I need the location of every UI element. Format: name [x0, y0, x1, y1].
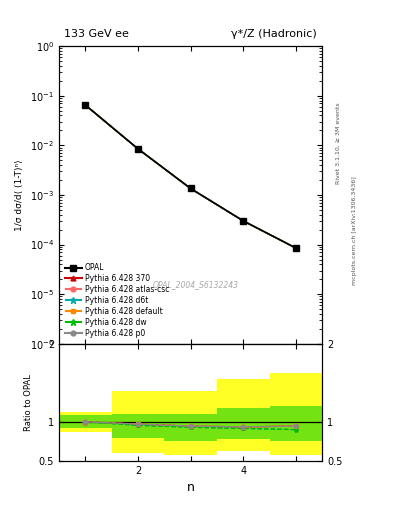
Pythia 6.428 dw [136, 146, 140, 152]
Pythia 6.428 p0 [83, 102, 88, 108]
Pythia 6.428 default [188, 185, 193, 191]
Pythia 6.428 d6t [188, 185, 193, 191]
Line: Pythia 6.428 d6t: Pythia 6.428 d6t [83, 102, 298, 250]
Pythia 6.428 dw [188, 185, 193, 191]
Pythia 6.428 370 [136, 146, 140, 152]
Pythia 6.428 p0 [136, 146, 140, 152]
Pythia 6.428 d6t [83, 102, 88, 108]
X-axis label: n: n [187, 481, 195, 494]
Pythia 6.428 p0 [188, 185, 193, 191]
Pythia 6.428 atlas-csc [136, 146, 140, 152]
Pythia 6.428 d6t [136, 146, 140, 152]
Pythia 6.428 atlas-csc [188, 185, 193, 191]
Text: OPAL_2004_S6132243: OPAL_2004_S6132243 [153, 280, 239, 289]
Line: Pythia 6.428 atlas-csc: Pythia 6.428 atlas-csc [83, 102, 298, 250]
Pythia 6.428 atlas-csc [294, 245, 298, 251]
Line: Pythia 6.428 dw: Pythia 6.428 dw [83, 102, 298, 250]
OPAL [241, 218, 246, 224]
Pythia 6.428 default [83, 102, 88, 108]
Text: mcplots.cern.ch [arXiv:1306.3436]: mcplots.cern.ch [arXiv:1306.3436] [352, 176, 357, 285]
OPAL [83, 102, 88, 108]
Text: Rivet 3.1.10, ≥ 3M events: Rivet 3.1.10, ≥ 3M events [336, 102, 341, 184]
Pythia 6.428 d6t [294, 245, 298, 251]
OPAL [136, 146, 140, 152]
Pythia 6.428 default [294, 245, 298, 251]
Pythia 6.428 d6t [241, 218, 246, 224]
Pythia 6.428 370 [241, 218, 246, 224]
Line: Pythia 6.428 default: Pythia 6.428 default [83, 102, 298, 250]
Pythia 6.428 default [241, 218, 246, 224]
Line: Pythia 6.428 370: Pythia 6.428 370 [83, 102, 298, 250]
Line: Pythia 6.428 p0: Pythia 6.428 p0 [83, 102, 298, 250]
Pythia 6.428 370 [294, 245, 298, 251]
OPAL [188, 185, 193, 191]
Pythia 6.428 dw [294, 245, 298, 251]
Pythia 6.428 dw [83, 102, 88, 108]
Pythia 6.428 atlas-csc [241, 218, 246, 224]
Pythia 6.428 p0 [241, 218, 246, 224]
Pythia 6.428 atlas-csc [83, 102, 88, 108]
Legend: OPAL, Pythia 6.428 370, Pythia 6.428 atlas-csc, Pythia 6.428 d6t, Pythia 6.428 d: OPAL, Pythia 6.428 370, Pythia 6.428 atl… [63, 261, 172, 340]
Pythia 6.428 dw [241, 218, 246, 224]
Line: OPAL: OPAL [82, 101, 299, 251]
Text: γ*/Z (Hadronic): γ*/Z (Hadronic) [231, 29, 317, 38]
Pythia 6.428 default [136, 146, 140, 152]
Pythia 6.428 p0 [294, 245, 298, 251]
Y-axis label: Ratio to OPAL: Ratio to OPAL [24, 374, 33, 431]
Pythia 6.428 370 [83, 102, 88, 108]
Text: 133 GeV ee: 133 GeV ee [64, 29, 129, 38]
OPAL [294, 245, 298, 251]
Pythia 6.428 370 [188, 185, 193, 191]
Y-axis label: 1/σ dσ/d⟨ (1-T)ⁿ⟩: 1/σ dσ/d⟨ (1-T)ⁿ⟩ [15, 159, 24, 231]
